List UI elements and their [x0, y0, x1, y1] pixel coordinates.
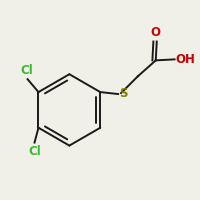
Text: S: S — [119, 87, 128, 100]
Text: OH: OH — [176, 53, 195, 66]
Text: Cl: Cl — [28, 145, 41, 158]
Text: Cl: Cl — [20, 64, 33, 77]
Text: O: O — [150, 26, 160, 39]
